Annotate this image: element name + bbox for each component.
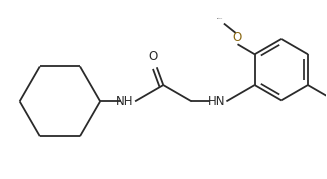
Text: NH: NH — [116, 95, 134, 108]
Text: HN: HN — [208, 95, 225, 108]
Text: O: O — [148, 50, 158, 63]
Text: methoxy: methoxy — [217, 18, 223, 19]
Text: O: O — [233, 31, 242, 44]
